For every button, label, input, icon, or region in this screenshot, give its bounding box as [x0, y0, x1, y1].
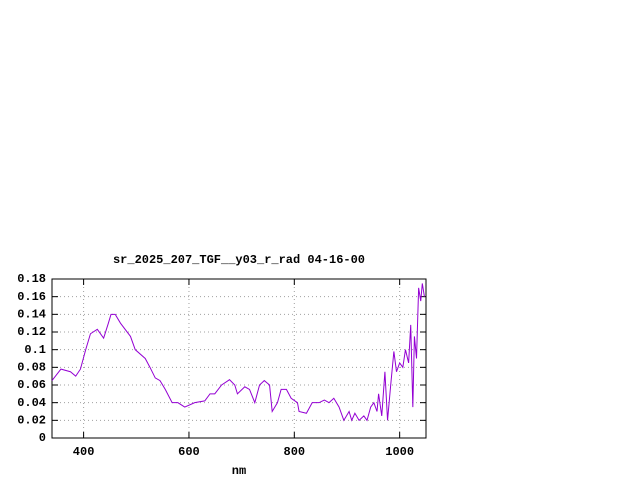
plot-border — [51, 278, 427, 439]
y-tick-label: 0.04 — [17, 396, 46, 410]
y-tick-label: 0.08 — [17, 361, 46, 375]
x-tick-label: 600 — [178, 445, 200, 459]
y-tick-label: 0.12 — [17, 325, 46, 339]
data-line — [51, 283, 425, 422]
y-tick-label: 0.06 — [17, 378, 46, 392]
x-axis-label: nm — [232, 464, 246, 478]
y-tick-label: 0.02 — [17, 414, 46, 428]
y-tick-label: 0 — [39, 431, 46, 445]
x-tick-label: 800 — [284, 445, 306, 459]
chart-title: sr_2025_207_TGF__y03_r_rad 04-16-00 — [113, 253, 365, 267]
y-tick-label: 0.1 — [24, 343, 46, 357]
y-tick-label: 0.16 — [17, 290, 46, 304]
x-tick-label: 400 — [73, 445, 95, 459]
y-tick-label: 0.18 — [17, 272, 46, 286]
y-tick-label: 0.14 — [17, 308, 46, 322]
x-tick-label: 1000 — [385, 445, 414, 459]
